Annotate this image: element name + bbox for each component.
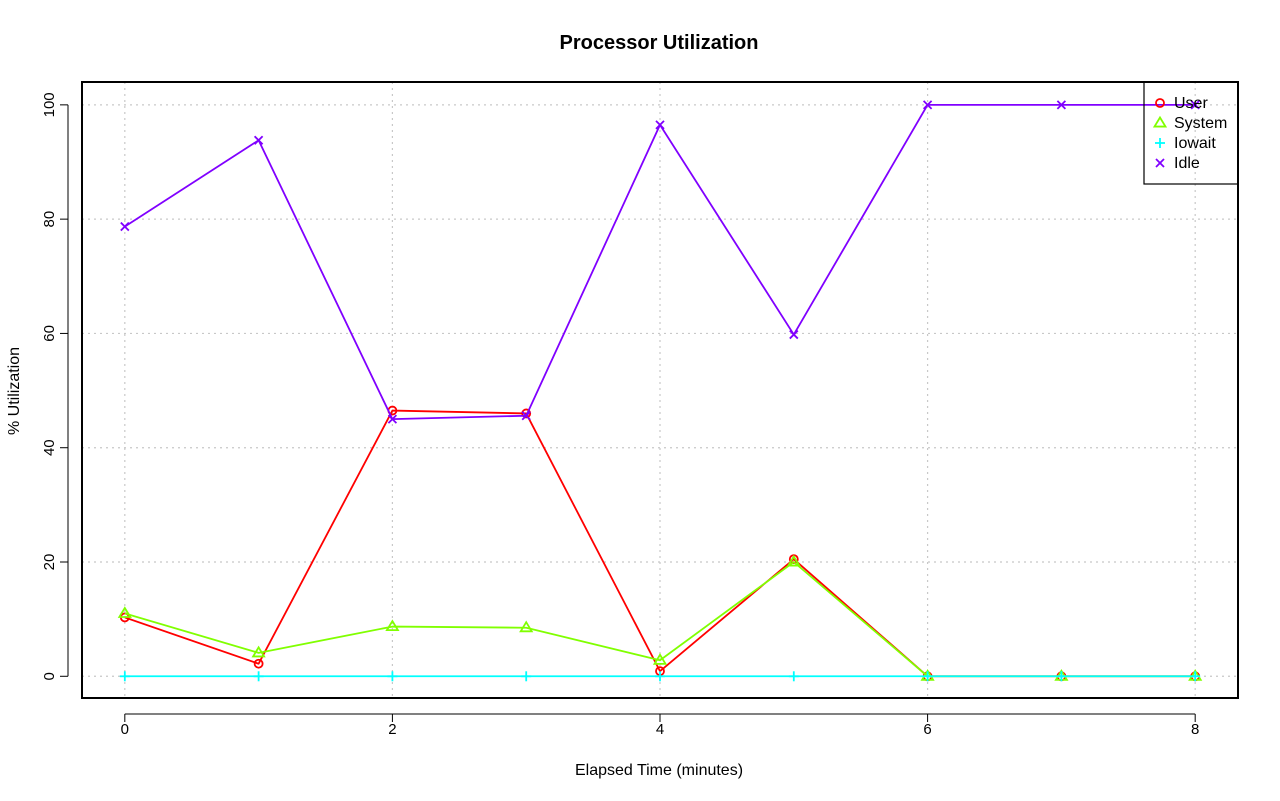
y-tick-label: 40 [41, 439, 58, 456]
point-iowait [1056, 671, 1067, 682]
point-iowait [1190, 671, 1201, 682]
legend-label-idle: Idle [1174, 155, 1200, 172]
point-idle [120, 221, 130, 232]
x-tick-label: 0 [121, 721, 129, 738]
legend-marker-user [1155, 98, 1165, 108]
chart-title: Processor Utilization [560, 32, 759, 54]
point-system [251, 645, 266, 658]
point-iowait [922, 671, 933, 682]
y-axis-label: % Utilization [6, 347, 23, 435]
plot-frame [81, 81, 1239, 699]
point-iowait [387, 671, 398, 682]
point-idle [1190, 100, 1200, 110]
point-iowait [521, 671, 532, 682]
y-tick-label: 60 [41, 325, 58, 342]
point-system [385, 619, 400, 632]
x-tick-label: 8 [1191, 721, 1199, 738]
point-idle [387, 414, 398, 424]
y-tick-label: 0 [41, 672, 58, 680]
point-idle [922, 100, 933, 110]
y-tick-label: 100 [41, 92, 58, 117]
legend-label-iowait: Iowait [1174, 135, 1216, 152]
point-user [521, 408, 532, 419]
point-system [519, 620, 534, 633]
legend-marker-iowait [1155, 138, 1165, 148]
point-iowait [253, 671, 264, 682]
legend-marker-system [1152, 115, 1168, 128]
series-lines [117, 100, 1203, 682]
series-line-user [124, 409, 1196, 678]
x-tick-label: 2 [388, 721, 396, 738]
point-idle [521, 411, 531, 421]
grid-lines [82, 82, 1238, 698]
legend: User System Iowait Idle [1143, 81, 1239, 185]
legend-label-user: User [1174, 95, 1208, 112]
point-idle [789, 329, 799, 340]
point-iowait [655, 671, 665, 682]
x-tick-label: 6 [923, 721, 931, 738]
legend-marker-idle [1155, 158, 1165, 168]
point-idle [655, 120, 665, 130]
legend-label-system: System [1174, 115, 1227, 132]
point-system [786, 554, 801, 567]
point-idle [1056, 100, 1067, 110]
point-iowait [119, 671, 130, 682]
point-system [117, 606, 132, 618]
point-idle [253, 135, 264, 145]
point-iowait [788, 671, 799, 682]
point-system [652, 653, 668, 665]
x-tick-label: 4 [656, 721, 664, 738]
series-idle [120, 100, 1200, 424]
point-user [253, 658, 264, 669]
y-tick-label: 80 [41, 211, 58, 228]
y-tick-label: 20 [41, 554, 58, 571]
x-axis-label: Elapsed Time (minutes) [575, 762, 743, 779]
series-iowait [119, 671, 1201, 682]
